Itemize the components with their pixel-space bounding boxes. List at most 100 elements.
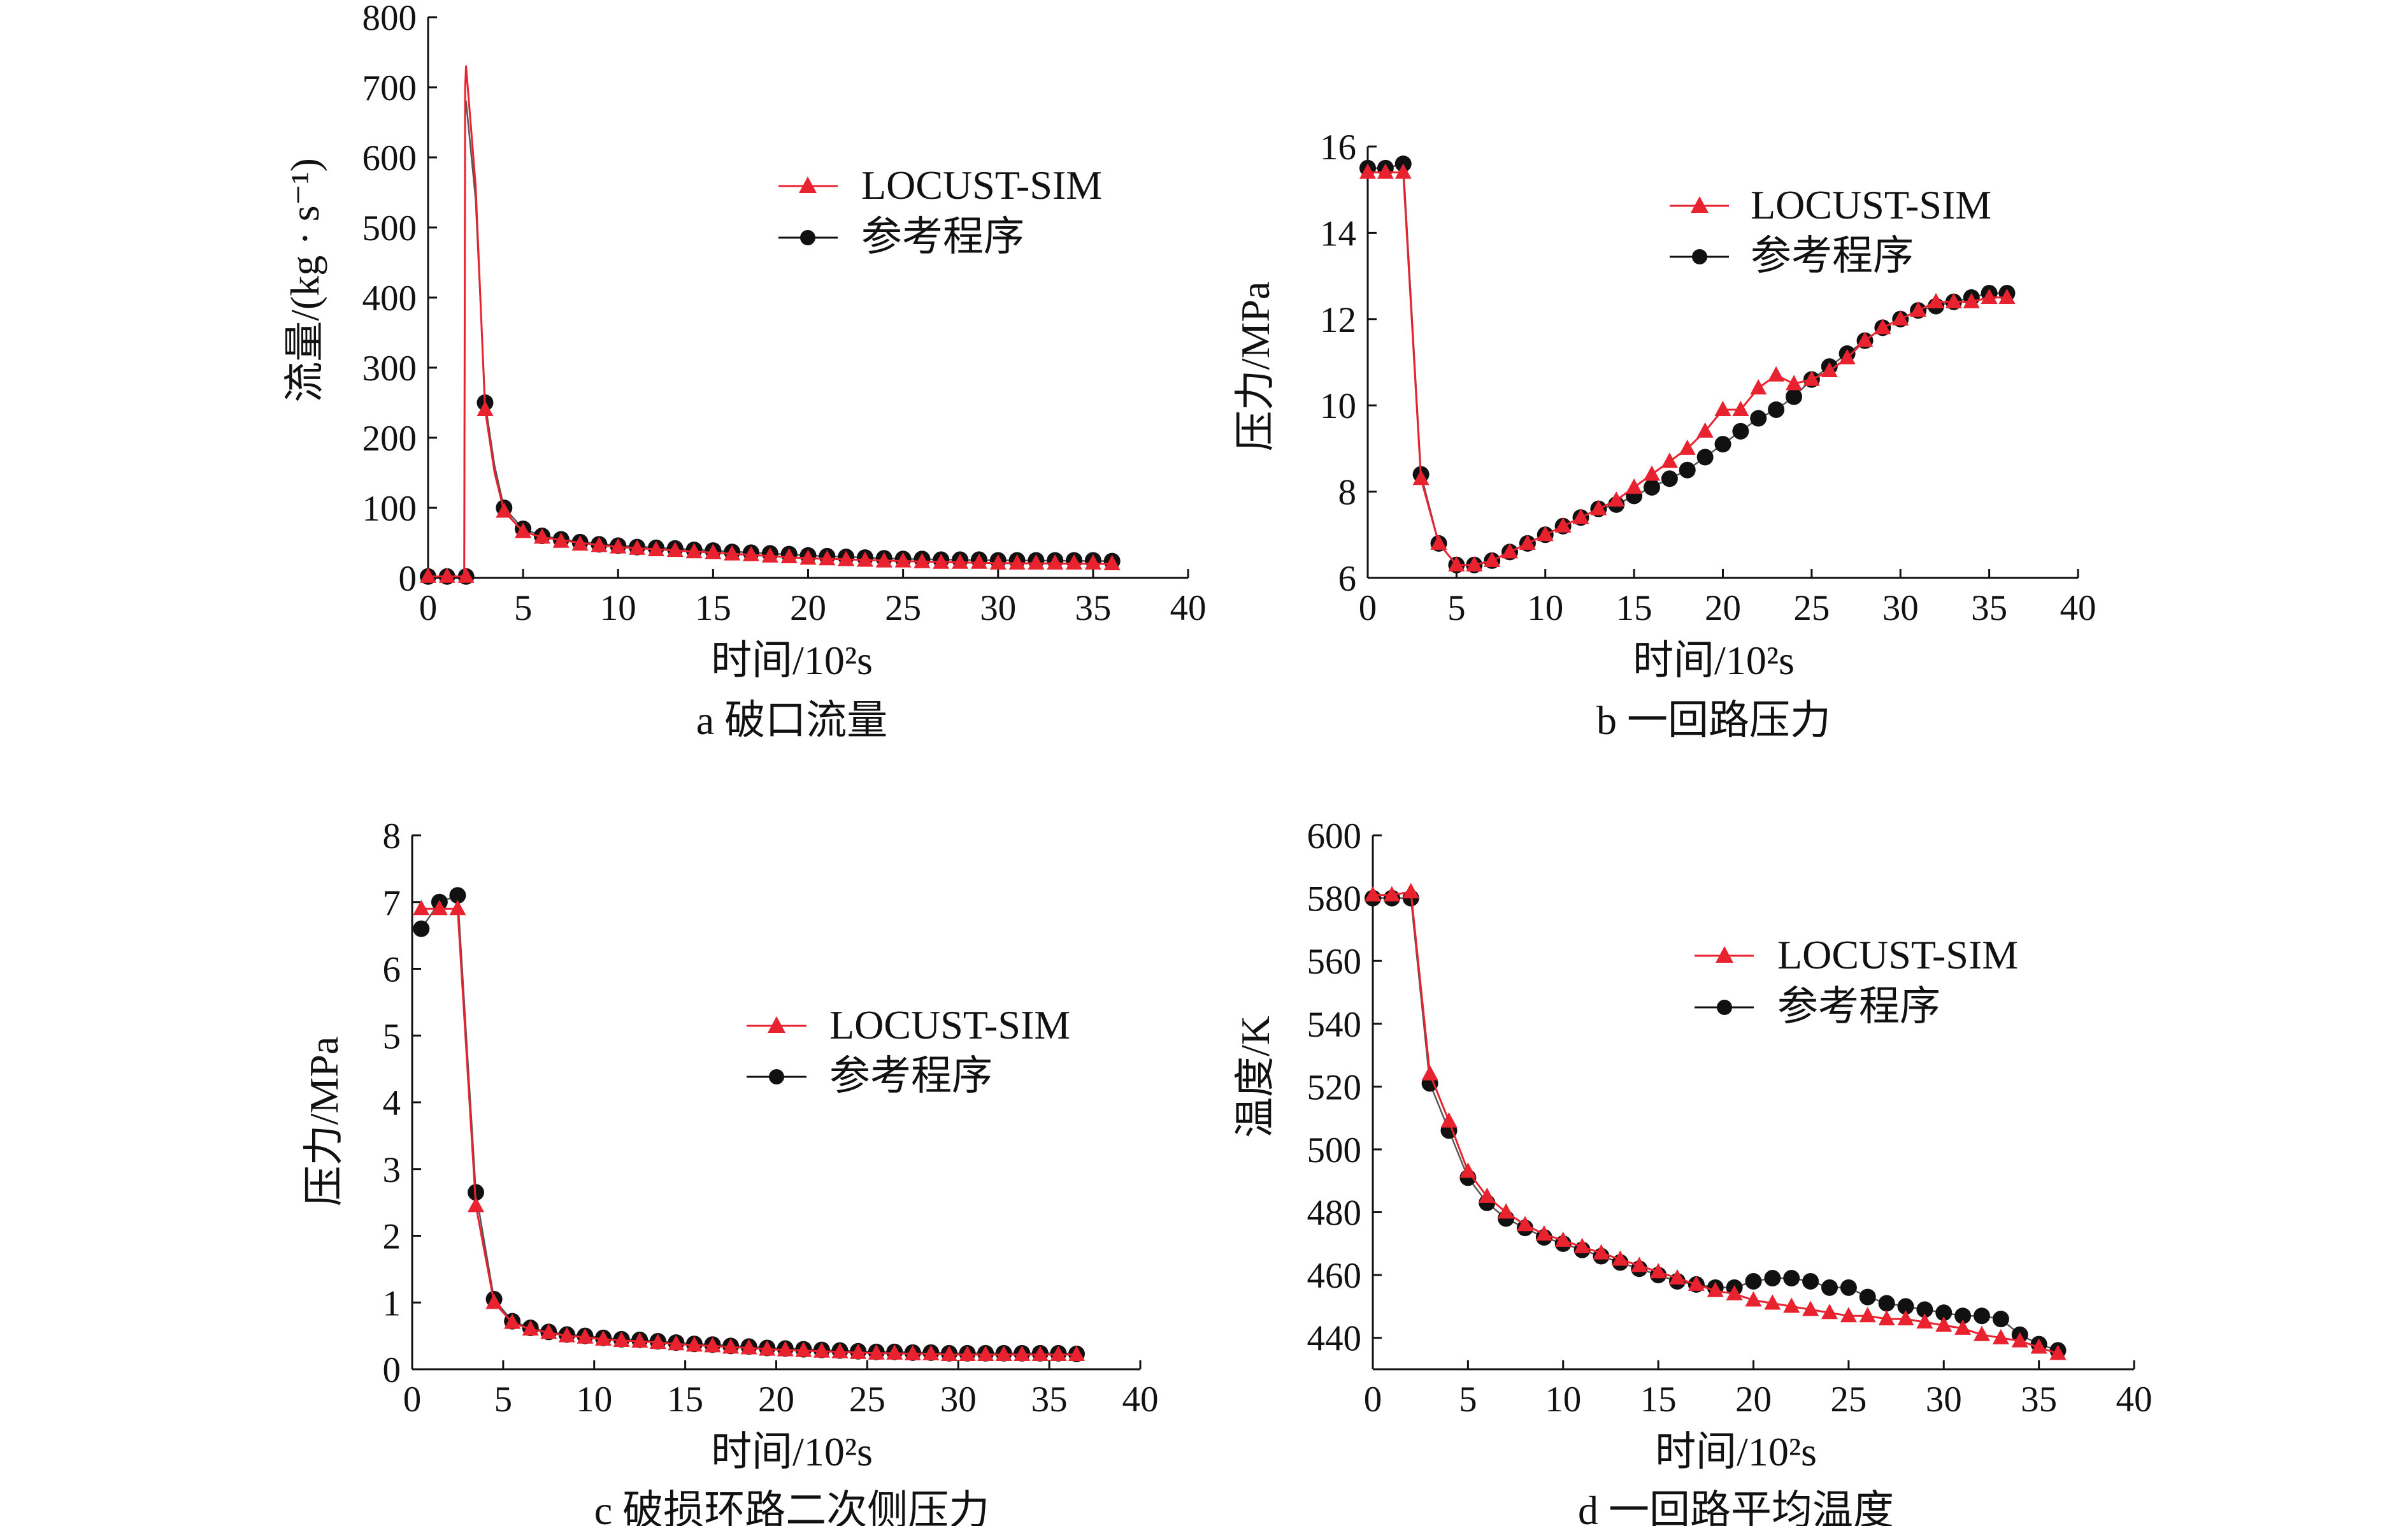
panel-c-point-locust — [868, 1344, 885, 1360]
panel-a-y-tick-label: 500 — [362, 208, 417, 248]
panel-b-plot: 0 5 10 15 20 25 30 35 40 6 8 10 12 14 16 — [1320, 127, 2096, 628]
panel-c-point-locust — [504, 1313, 521, 1329]
panel-c-point-locust — [522, 1320, 539, 1336]
panel-b-point-locust — [1786, 375, 1802, 391]
panel-c-y-tick-label: 8 — [383, 816, 401, 856]
panel-a-point-locust — [591, 536, 608, 552]
panel-d-point-ref — [1897, 1298, 1914, 1315]
panel-b-point-locust — [1359, 163, 1376, 179]
panel-a-point-locust — [914, 552, 931, 568]
panel-d-point-locust — [1764, 1294, 1781, 1310]
panel-c-point-locust — [413, 900, 430, 916]
panel-d-point-locust — [1383, 886, 1400, 902]
panel-a-legend-marker-ref — [800, 230, 815, 245]
panel-d-legend: LOCUST-SIM 参考程序 — [1695, 932, 2018, 1029]
panel-b-point-locust — [1661, 452, 1678, 468]
panel-d-plot: 0 5 10 15 20 25 30 35 40 440 460 480 500 520 540 560 580… — [1307, 816, 2153, 1420]
panel-d-point-locust — [1631, 1256, 1648, 1272]
panel-c-point-locust — [449, 900, 466, 916]
panel-c-point-locust — [595, 1330, 612, 1346]
panel-d-point-ref — [1783, 1270, 1800, 1287]
panel-a-point-locust — [705, 543, 722, 559]
panel-a-y-tick-label: 0 — [399, 559, 417, 599]
panel-b-point-locust — [1928, 292, 1944, 308]
panel-c-xlabel: 时间/10²s — [711, 1429, 873, 1474]
panel-c-point-locust — [831, 1342, 849, 1358]
panel-d-point-locust — [1992, 1328, 2009, 1344]
panel-a-caption: a 破口流量 — [696, 698, 887, 743]
panel-d-point-locust — [1402, 882, 1419, 898]
panel-d-legend-label-ref: 参考程序 — [1777, 984, 1940, 1029]
panel-c-y-tick-label: 7 — [383, 883, 401, 923]
panel-d-point-ref — [1992, 1311, 2009, 1328]
panel-a-point-locust — [1047, 554, 1064, 570]
panel-c-y-tick-label: 1 — [383, 1283, 401, 1323]
panel-b-point-locust — [1696, 422, 1714, 438]
panel-c-x-tick-label: 40 — [1122, 1379, 1159, 1420]
panel-a-y-tick-label: 300 — [362, 349, 417, 389]
panel-b-point-locust — [1803, 370, 1820, 386]
panel-b-point-ref — [1661, 470, 1678, 487]
panel-b-x-tick-label: 35 — [1971, 588, 2007, 628]
panel-a-point-locust — [1066, 554, 1083, 570]
panel-c-point-locust — [722, 1338, 740, 1354]
panel-a-x-tick-label: 10 — [600, 588, 636, 628]
panel-d-point-locust — [1726, 1285, 1743, 1300]
panel-d-x-tick-label: 25 — [1830, 1379, 1867, 1420]
panel-d-point-locust — [2011, 1332, 2028, 1348]
panel-d-y-tick-label: 480 — [1307, 1193, 1362, 1234]
panel-d-point-locust — [1840, 1307, 1857, 1323]
panel-b-point-locust — [1590, 500, 1607, 515]
panel-d-point-locust — [1783, 1297, 1800, 1313]
panel-b-point-ref — [1679, 461, 1696, 479]
panel-d-point-locust — [1802, 1300, 1819, 1316]
panel-c-x-tick-label: 25 — [849, 1379, 885, 1420]
panel-b-point-locust — [1430, 534, 1447, 550]
panel-d-point-ref — [1802, 1272, 1819, 1290]
panel-a-point-locust — [420, 567, 436, 583]
panel-b-point-locust — [1821, 362, 1838, 378]
panel-a-point-locust — [838, 551, 855, 566]
panel-d-y-tick-label: 440 — [1307, 1319, 1362, 1359]
panel-a-x-tick-label: 20 — [790, 588, 826, 628]
panel-c-point-locust — [886, 1344, 903, 1360]
panel-c-caption: c 破损环路二次侧压力 — [594, 1488, 989, 1526]
panel-d-x-tick-label: 10 — [1545, 1379, 1581, 1420]
panel-d-y-tick-label: 460 — [1307, 1256, 1362, 1296]
panel-c-point-locust — [850, 1343, 867, 1359]
panel-b: 0 5 10 15 20 25 30 35 40 6 8 10 12 14 16 时间/10²s 压力/MP… — [1233, 127, 2096, 743]
panel-a-x-tick-label: 5 — [514, 588, 533, 628]
panel-c-y-tick-label: 0 — [383, 1350, 401, 1390]
panel-c-point-locust — [740, 1339, 757, 1355]
panel-a-legend-label-locust: LOCUST-SIM — [861, 162, 1102, 208]
panel-c-point-locust — [795, 1341, 812, 1357]
panel-c-point-locust — [668, 1335, 685, 1351]
panel-a-point-locust — [647, 541, 664, 556]
panel-a-point-locust — [743, 545, 760, 561]
panel-c-x-tick-label: 20 — [758, 1379, 794, 1420]
panel-d-point-locust — [2030, 1338, 2047, 1354]
panel-c-point-locust — [1068, 1345, 1085, 1361]
panel-a-legend: LOCUST-SIM 参考程序 — [778, 162, 1102, 259]
panel-a-point-locust — [761, 547, 778, 563]
panel-c-x-tick-label: 35 — [1031, 1379, 1068, 1420]
panel-b-point-ref — [1644, 479, 1660, 496]
panel-c-point-locust — [777, 1341, 794, 1357]
panel-d-point-ref — [1935, 1304, 1953, 1321]
panel-a-series-line-locust — [428, 65, 1112, 578]
panel-d-legend-marker-ref — [1717, 1000, 1732, 1015]
panel-d-point-ref — [1859, 1288, 1876, 1306]
panel-a-point-locust — [457, 567, 475, 583]
panel-c-point-locust — [485, 1293, 503, 1309]
panel-d-point-locust — [2049, 1344, 2067, 1360]
panel-d-x-tick-label: 20 — [1735, 1379, 1772, 1420]
panel-d-point-locust — [1365, 886, 1381, 902]
panel-a-x-tick-label: 30 — [980, 588, 1016, 628]
panel-d-point-locust — [1954, 1319, 1972, 1335]
panel-b-y-tick-label: 14 — [1320, 213, 1356, 254]
panel-c-point-locust — [649, 1334, 666, 1350]
panel-a-point-locust — [875, 552, 892, 568]
panel-c-point-locust — [431, 900, 448, 916]
panel-c-point-locust — [813, 1342, 830, 1358]
panel-c-point-locust — [685, 1336, 703, 1352]
